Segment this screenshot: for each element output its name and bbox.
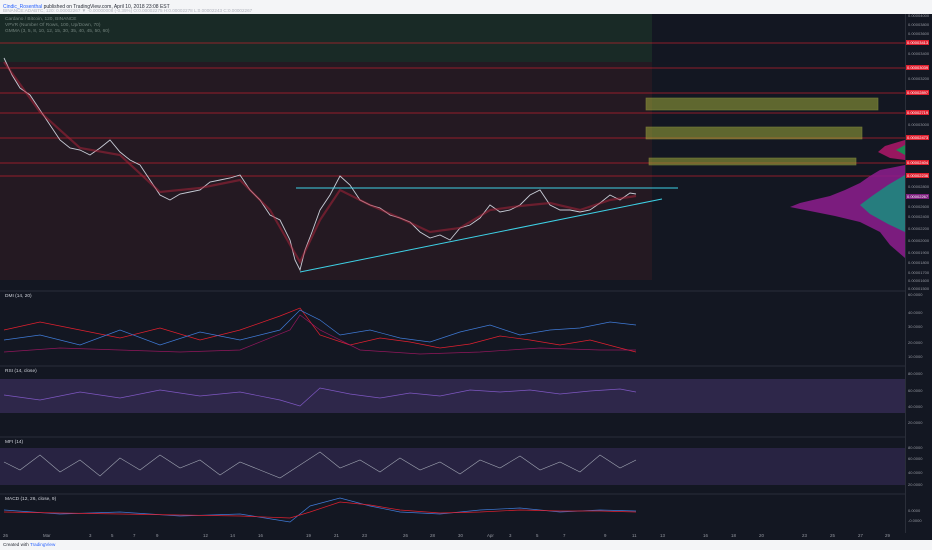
dmi-tick: 20.0000 bbox=[908, 340, 923, 345]
macd-tick: 0.0000 bbox=[908, 508, 921, 513]
mfi-band bbox=[0, 448, 905, 485]
target-zone-3 bbox=[648, 157, 857, 166]
date-tick: 9 bbox=[604, 533, 607, 538]
price-tick: 0.00001900 bbox=[908, 250, 930, 255]
dmi-tick: 60.0000 bbox=[908, 292, 923, 297]
gmma-long-ribbon bbox=[3, 61, 637, 265]
price-tick: 0.00002800 bbox=[908, 184, 930, 189]
date-tick: 13 bbox=[660, 533, 665, 538]
date-tick: 9 bbox=[156, 533, 159, 538]
rsi-tick: 40.0000 bbox=[908, 404, 923, 409]
price-tick: 0.00001500 bbox=[908, 286, 930, 291]
rsi-line bbox=[3, 387, 637, 407]
date-tick: Mar bbox=[43, 533, 51, 538]
date-tick: Apr bbox=[487, 533, 494, 538]
price-level-tag: 0.00002719 bbox=[906, 110, 930, 115]
date-tick: 7 bbox=[563, 533, 566, 538]
mfi-line bbox=[3, 451, 637, 479]
price-level-tag: 0.00003413 bbox=[906, 40, 930, 45]
dmi-tick: 10.0000 bbox=[908, 354, 923, 359]
date-tick: 25 bbox=[830, 533, 835, 538]
target-zone-2 bbox=[645, 126, 863, 140]
author-link[interactable]: Cindic_Rosenthal bbox=[3, 4, 43, 10]
macd-signal-line bbox=[3, 501, 637, 519]
price-level-tag: 0.00002236 bbox=[906, 173, 930, 178]
price-tick: 0.00003200 bbox=[908, 76, 930, 81]
date-tick: 19 bbox=[306, 533, 311, 538]
date-tick: 28 bbox=[430, 533, 435, 538]
publish-info: published on TradingView.com, April 10, … bbox=[43, 4, 170, 10]
ohlc-readout: BINANCE:ADABTC, 120: 0.00002267 ▼ -0.000… bbox=[3, 8, 253, 13]
date-tick: 23 bbox=[802, 533, 807, 538]
dmi-tick: 40.0000 bbox=[908, 310, 923, 315]
price-tick: 0.00003000 bbox=[908, 122, 930, 127]
price-series bbox=[3, 57, 637, 272]
support-trendline bbox=[299, 198, 663, 273]
date-tick: 12 bbox=[203, 533, 208, 538]
date-tick: 11 bbox=[632, 533, 637, 538]
date-tick: 5 bbox=[536, 533, 539, 538]
dmi-tick: 30.0000 bbox=[908, 324, 923, 329]
price-tick: 0.00003400 bbox=[908, 51, 930, 56]
mfi-tick: 40.0000 bbox=[908, 470, 923, 475]
rsi-tick: 60.0000 bbox=[908, 388, 923, 393]
date-tick: 20 bbox=[759, 533, 764, 538]
macd-line bbox=[3, 497, 637, 523]
price-axis[interactable]: 0.00004000 0.00003800 0.00003600 0.00003… bbox=[905, 13, 932, 533]
publish-header: Cindic_Rosenthal published on TradingVie… bbox=[0, 0, 932, 14]
rsi-legend[interactable]: RSI (14, close) bbox=[5, 369, 37, 374]
chart-canvas bbox=[0, 14, 905, 523]
rsi-tick: 80.0000 bbox=[908, 371, 923, 376]
price-tick: 0.00003800 bbox=[908, 22, 930, 27]
date-tick: 26 bbox=[403, 533, 408, 538]
price-level-tag: 0.00002404 bbox=[906, 160, 930, 165]
supply-zone-box bbox=[0, 14, 652, 62]
mfi-tick: 20.0000 bbox=[908, 482, 923, 487]
price-level-tag: 0.00003039 bbox=[906, 65, 930, 70]
date-tick: 3 bbox=[509, 533, 512, 538]
volume-profile bbox=[790, 140, 905, 258]
mfi-tick: 80.0000 bbox=[908, 445, 923, 450]
price-tick: 0.00003600 bbox=[908, 31, 930, 36]
tradingview-logo[interactable]: TradingView bbox=[30, 542, 56, 547]
adx-line bbox=[3, 314, 636, 355]
price-tick: 0.00002600 bbox=[908, 204, 930, 209]
current-price-tag: 0.00002267 bbox=[906, 194, 930, 199]
date-tick: 16 bbox=[258, 533, 263, 538]
range-shade bbox=[0, 62, 652, 280]
macd-legend[interactable]: MACD (12, 26, close, 9) bbox=[5, 497, 57, 502]
target-zone-1 bbox=[645, 97, 879, 111]
price-tick: 0.00002200 bbox=[908, 226, 930, 231]
date-tick: 14 bbox=[230, 533, 235, 538]
date-tick: 21 bbox=[334, 533, 339, 538]
price-level-tag: 0.00002897 bbox=[906, 90, 930, 95]
date-tick: 26 bbox=[3, 533, 8, 538]
date-tick: 23 bbox=[362, 533, 367, 538]
date-tick: 29 bbox=[885, 533, 890, 538]
date-tick: 5 bbox=[111, 533, 114, 538]
mfi-legend[interactable]: MFI (14) bbox=[5, 440, 24, 445]
date-tick: 7 bbox=[133, 533, 136, 538]
macd-tick: -0.0000 bbox=[908, 518, 922, 523]
footer: Created with TradingView bbox=[0, 540, 932, 550]
rsi-tick: 20.0000 bbox=[908, 420, 923, 425]
price-tick: 0.00002000 bbox=[908, 238, 930, 243]
dmi-legend[interactable]: DMI (14, 20) bbox=[5, 294, 32, 299]
mfi-tick: 60.0000 bbox=[908, 456, 923, 461]
date-tick: 3 bbox=[89, 533, 92, 538]
footer-text: Created with bbox=[3, 542, 29, 547]
price-tick: 0.00001800 bbox=[908, 260, 930, 265]
dmi-plus-line bbox=[3, 309, 637, 346]
date-tick: 30 bbox=[458, 533, 463, 538]
rsi-band bbox=[0, 379, 905, 413]
date-tick: 27 bbox=[858, 533, 863, 538]
price-tick: 0.00004000 bbox=[908, 13, 930, 18]
price-tick: 0.00001700 bbox=[908, 270, 930, 275]
price-tick: 0.00001600 bbox=[908, 278, 930, 283]
date-tick: 16 bbox=[703, 533, 708, 538]
price-level-tag: 0.00002473 bbox=[906, 135, 930, 140]
price-tick: 0.00002400 bbox=[908, 214, 930, 219]
date-tick: 18 bbox=[731, 533, 736, 538]
